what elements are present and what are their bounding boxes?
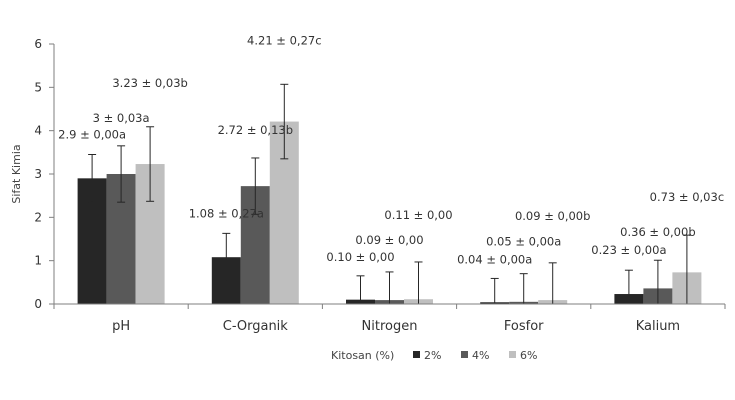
legend-swatch [509, 351, 516, 358]
data-label: 0.04 ± 0,00a [457, 252, 532, 266]
data-label: 0.09 ± 0,00b [515, 209, 590, 223]
data-label: 0.36 ± 0,00b [620, 225, 695, 239]
y-tick-label: 4 [34, 124, 42, 138]
data-label: 3.23 ± 0,03b [112, 76, 187, 90]
data-label: 0.11 ± 0,00 [384, 208, 452, 222]
data-label-group: 2.9 ± 0,00a 1.08 ± 0,27a 0.10 ± 0,00 0.04 ±… [58, 33, 724, 266]
legend-swatch [413, 351, 420, 358]
y-tick-label: 1 [34, 254, 42, 268]
y-tick-label: 5 [34, 80, 42, 94]
data-label: 2.9 ± 0,00a [58, 128, 126, 142]
x-axis: pH C-Organik Nitrogen Fosfor Kalium [53, 303, 726, 334]
legend-entry: 6% [520, 349, 537, 362]
data-label: 2.72 ± 0,13b [218, 123, 293, 137]
x-tick-label: Kalium [636, 319, 680, 334]
y-tick-label: 2 [34, 210, 42, 224]
data-label: 0.09 ± 0,00 [355, 233, 423, 247]
y-axis-label: Sifat Kimia [10, 144, 23, 203]
error-bar-group [88, 83, 691, 305]
x-tick-label: Nitrogen [362, 319, 418, 334]
data-label: 1.08 ± 0,27a [189, 206, 264, 220]
data-label: 0.10 ± 0,00 [326, 250, 394, 264]
y-tick-label: 3 [34, 167, 42, 181]
legend-entry: 4% [472, 349, 489, 362]
data-label: 3 ± 0,03a [93, 111, 150, 125]
data-label: 0.73 ± 0,03c [650, 190, 724, 204]
data-label: 0.23 ± 0,00a [591, 243, 666, 257]
x-tick-label: Fosfor [504, 319, 544, 334]
y-axis: 0 1 2 3 4 5 6 [34, 37, 55, 311]
legend-swatch [461, 351, 468, 358]
data-label: 0.05 ± 0,00a [486, 235, 561, 249]
legend-title: Kitosan (%) [331, 349, 394, 362]
legend-entry: 2% [424, 349, 441, 362]
x-tick-label: C-Organik [223, 319, 289, 334]
legend: Kitosan (%) 2% 4% 6% [331, 349, 537, 362]
y-tick-label: 0 [34, 297, 42, 311]
y-tick-label: 6 [34, 37, 42, 51]
x-tick-label: pH [112, 319, 130, 334]
data-label: 4.21 ± 0,27c [247, 33, 321, 47]
